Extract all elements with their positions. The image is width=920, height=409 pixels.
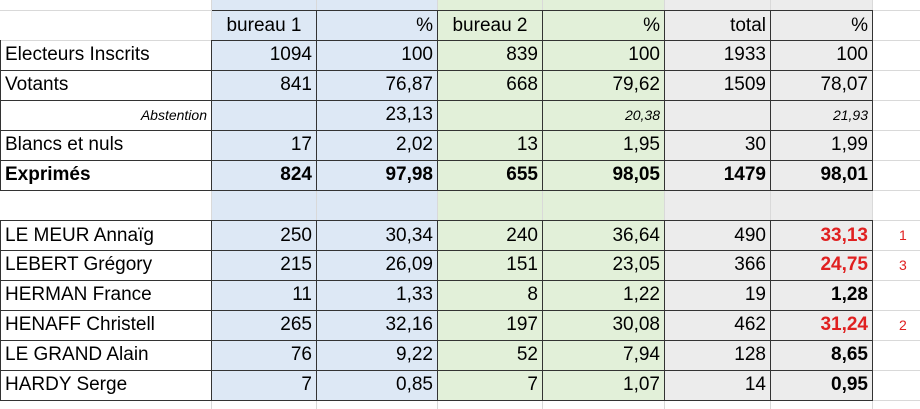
- total-fill: [665, 0, 873, 400]
- cell: 21,93: [771, 100, 873, 131]
- cell: 23,05: [543, 250, 665, 281]
- cell: 76: [212, 340, 317, 371]
- cell: 14: [665, 370, 771, 401]
- cell: 1,99: [771, 130, 873, 161]
- cell: 668: [438, 70, 543, 101]
- empty-cell: [438, 100, 543, 131]
- row-label: Exprimés: [0, 160, 212, 191]
- cell: 23,13: [317, 100, 438, 131]
- rank: 2: [899, 317, 907, 333]
- column-header: %: [771, 10, 873, 41]
- cell: 8,65: [771, 340, 873, 371]
- cell: 97,98: [317, 160, 438, 191]
- cell: 20,38: [543, 100, 665, 131]
- cell: 1,07: [543, 370, 665, 401]
- cell: 1094: [212, 40, 317, 71]
- cell: 366: [665, 250, 771, 281]
- rank: 1: [899, 227, 907, 243]
- cell: 33,13: [771, 220, 873, 251]
- row-label: Votants: [0, 70, 212, 101]
- bureau2-fill: [438, 0, 665, 400]
- empty-cell: [665, 100, 771, 131]
- cell: 19: [665, 280, 771, 311]
- grid-line: [316, 0, 317, 409]
- cell: 98,05: [543, 160, 665, 191]
- cell: 7: [438, 370, 543, 401]
- cell: 100: [543, 40, 665, 71]
- cell: 824: [212, 160, 317, 191]
- row-label: Blancs et nuls: [0, 130, 212, 161]
- candidate-name: LE GRAND Alain: [0, 340, 212, 371]
- cell: 98,01: [771, 160, 873, 191]
- cell: 13: [438, 130, 543, 161]
- grid-line: [664, 0, 665, 409]
- cell: 1509: [665, 70, 771, 101]
- row-label: Electeurs Inscrits: [0, 40, 212, 71]
- cell: 9,22: [317, 340, 438, 371]
- candidate-name: LEBERT Grégory: [0, 250, 212, 281]
- candidate-name: HERMAN France: [0, 280, 212, 311]
- cell: 128: [665, 340, 771, 371]
- cell: 151: [438, 250, 543, 281]
- candidate-name: HENAFF Christell: [0, 310, 212, 341]
- cell: 36,64: [543, 220, 665, 251]
- column-header: bureau 2: [438, 10, 543, 41]
- cell: 197: [438, 310, 543, 341]
- cell: 0,95: [771, 370, 873, 401]
- cell: 7: [212, 370, 317, 401]
- cell: 655: [438, 160, 543, 191]
- cell: 462: [665, 310, 771, 341]
- cell: 841: [212, 70, 317, 101]
- column-header: bureau 1: [212, 10, 317, 41]
- cell: 250: [212, 220, 317, 251]
- cell: 8: [438, 280, 543, 311]
- cell: 52: [438, 340, 543, 371]
- cell: 26,09: [317, 250, 438, 281]
- cell: 1,33: [317, 280, 438, 311]
- cell: 24,75: [771, 250, 873, 281]
- cell: 17: [212, 130, 317, 161]
- cell: 1,95: [543, 130, 665, 161]
- cell: 1,22: [543, 280, 665, 311]
- cell: 100: [771, 40, 873, 71]
- candidate-name: LE MEUR Annaïg: [0, 220, 212, 251]
- cell: 7,94: [543, 340, 665, 371]
- candidate-name: HARDY Serge: [0, 370, 212, 401]
- grid-line: [770, 0, 771, 409]
- cell: 0,85: [317, 370, 438, 401]
- cell: 30: [665, 130, 771, 161]
- grid-line: [437, 0, 438, 409]
- cell: 265: [212, 310, 317, 341]
- cell: 839: [438, 40, 543, 71]
- cell: 30,34: [317, 220, 438, 251]
- cell: 215: [212, 250, 317, 281]
- grid-line: [211, 0, 212, 409]
- cell: 240: [438, 220, 543, 251]
- column-header: total: [665, 10, 771, 41]
- column-header: %: [543, 10, 665, 41]
- cell: 490: [665, 220, 771, 251]
- cell: 31,24: [771, 310, 873, 341]
- cell: 79,62: [543, 70, 665, 101]
- cell: 1,28: [771, 280, 873, 311]
- cell: 1933: [665, 40, 771, 71]
- cell: 78,07: [771, 70, 873, 101]
- cell: 1479: [665, 160, 771, 191]
- grid-line: [542, 0, 543, 409]
- cell: 100: [317, 40, 438, 71]
- row-label: Abstention: [0, 100, 212, 131]
- cell: 2,02: [317, 130, 438, 161]
- cell: 32,16: [317, 310, 438, 341]
- cell: 30,08: [543, 310, 665, 341]
- cell: 76,87: [317, 70, 438, 101]
- bureau1-fill: [212, 0, 438, 400]
- cell: 11: [212, 280, 317, 311]
- grid-line: [872, 0, 873, 409]
- column-header: %: [317, 10, 438, 41]
- rank: 3: [899, 257, 907, 273]
- empty-cell: [212, 100, 317, 131]
